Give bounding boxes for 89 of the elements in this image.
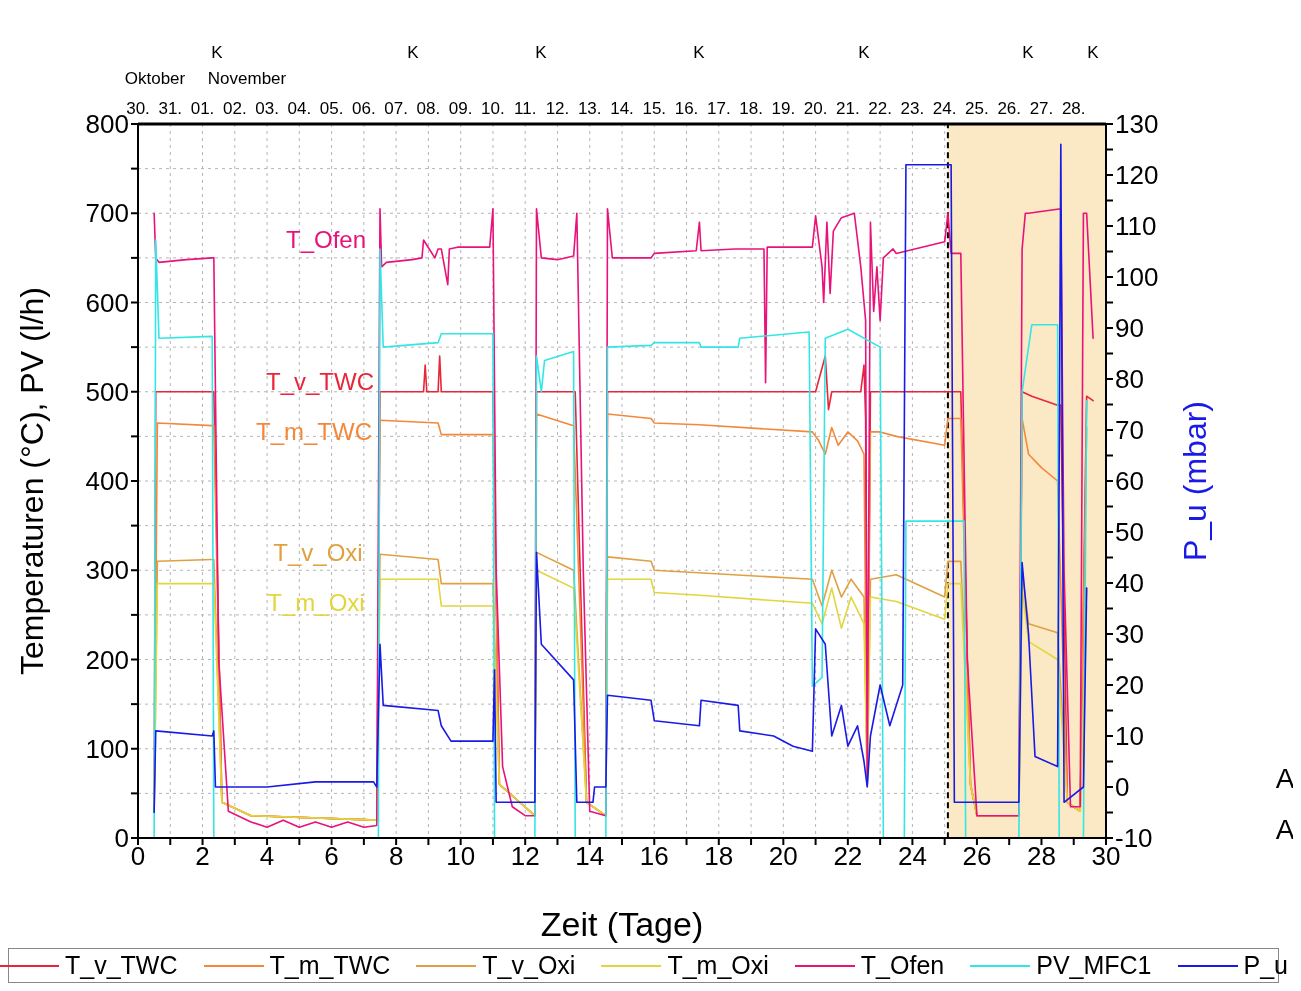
x-axis-title: Zeit (Tage) xyxy=(540,905,704,943)
x2-tick-label: 20. xyxy=(803,99,828,118)
x2-tick-label: 24. xyxy=(932,99,957,118)
y2-tick-label: 70 xyxy=(1115,415,1144,446)
y-tick-label: 500 xyxy=(85,376,129,407)
legend-label: T_m_Oxi xyxy=(667,951,769,980)
y2-tick-label: 50 xyxy=(1115,517,1144,548)
legend-label: PV_MFC1 xyxy=(1036,951,1152,980)
text: K xyxy=(535,42,548,62)
y2-tick-label: 20 xyxy=(1115,670,1144,701)
text: K xyxy=(211,42,224,62)
text: K xyxy=(693,42,706,62)
x2-tick-label: 05. xyxy=(319,99,344,118)
y-tick-label: 600 xyxy=(85,287,129,318)
x-tick-label: 28 xyxy=(1027,841,1056,872)
legend-label: P_u xyxy=(1243,951,1288,980)
x-tick-label: 20 xyxy=(768,841,798,872)
x2-tick-label: 31. xyxy=(158,99,183,118)
x2-tick-label: 14. xyxy=(610,99,634,118)
annotation: T_Ofen xyxy=(285,226,367,254)
y-tick-label: 300 xyxy=(85,555,129,586)
x-tick-label: 26 xyxy=(962,841,992,872)
x-tick-label: 14 xyxy=(575,841,605,872)
x2-tick-label: 15. xyxy=(642,99,667,118)
x2-tick-label: 13. xyxy=(577,99,602,118)
x2-tick-label: 18. xyxy=(739,99,763,118)
y2-tick-label: 90 xyxy=(1115,313,1144,344)
annotation: T_m_Oxi xyxy=(267,589,365,617)
y-tick-label: 400 xyxy=(85,466,129,497)
y2-tick-label: 10 xyxy=(1115,721,1144,752)
x-tick-label: 4 xyxy=(259,841,275,872)
text: Oktober xyxy=(124,68,186,88)
y2-axis-title: P_u (mbar) xyxy=(1177,400,1213,562)
x2-tick-label: 08. xyxy=(416,99,441,118)
annotation: T_v_TWC xyxy=(266,368,374,396)
text: K xyxy=(1087,42,1100,62)
y2-tick-label: 60 xyxy=(1115,466,1144,497)
y2-tick-label: 110 xyxy=(1115,211,1157,242)
text: November xyxy=(207,68,287,88)
x2-tick-label: 11. xyxy=(514,99,537,118)
legend-label: T_v_TWC xyxy=(65,951,178,980)
x-tick-label: 2 xyxy=(195,841,210,872)
x2-tick-label: 22. xyxy=(868,99,892,118)
y2-tick-label: 30 xyxy=(1115,619,1144,650)
x2-tick-label: 16. xyxy=(674,99,699,118)
annotation: T_m_TWC xyxy=(256,418,372,446)
y2-tick-label: 130 xyxy=(1115,109,1159,140)
x-tick-label: 6 xyxy=(324,841,339,872)
text: K xyxy=(407,42,420,62)
x2-tick-label: 01. xyxy=(190,99,215,118)
x2-tick-label: 25. xyxy=(965,99,989,118)
x2-tick-label: 07. xyxy=(384,99,408,118)
x2-tick-label: 19. xyxy=(771,99,796,118)
y2-tick-label: 120 xyxy=(1115,160,1159,191)
x2-tick-label: 04. xyxy=(287,99,312,118)
x2-tick-label: 26. xyxy=(997,99,1022,118)
legend-label: T_v_Oxi xyxy=(482,951,576,980)
x2-tick-label: 10. xyxy=(481,99,505,118)
x-tick-label: 8 xyxy=(388,841,404,872)
x2-tick-label: 30. xyxy=(126,99,150,118)
x-tick-label: 18 xyxy=(704,841,734,872)
y-tick-label: 200 xyxy=(85,644,129,675)
x2-tick-label: 03. xyxy=(255,99,279,118)
y2-tick-label: 100 xyxy=(1115,262,1159,293)
legend-label: T_m_TWC xyxy=(269,951,391,980)
y2-tick-label: 80 xyxy=(1115,364,1144,395)
x2-tick-label: 23. xyxy=(900,99,925,118)
x2-tick-label: 06. xyxy=(352,99,376,118)
x-tick-label: 24 xyxy=(897,841,927,872)
x-tick-label: 10 xyxy=(446,841,476,872)
x2-tick-label: 02. xyxy=(222,99,247,118)
x2-tick-label: 27. xyxy=(1029,99,1054,118)
text: K xyxy=(858,42,871,62)
x-tick-label: 16 xyxy=(639,841,669,872)
legend-label: T_Ofen xyxy=(860,951,945,980)
x2-tick-label: 28. xyxy=(1061,99,1086,118)
x2-tick-label: 12. xyxy=(545,99,570,118)
x2-tick-label: 17. xyxy=(706,99,731,118)
x2-tick-label: 09. xyxy=(448,99,473,118)
x-tick-label: 22 xyxy=(833,841,863,872)
text: K xyxy=(1022,42,1035,62)
x2-tick-label: 21. xyxy=(836,99,860,118)
y-axis-title: Temperaturen (°C), PV (l/h) xyxy=(14,286,50,676)
annotation: T_v_Oxi xyxy=(273,539,363,567)
y-tick-label: 700 xyxy=(85,198,129,229)
y2-tick-label: 40 xyxy=(1115,568,1144,599)
y2-tick-label: 0 xyxy=(1115,772,1130,803)
x-tick-label: 12 xyxy=(510,841,540,872)
y-tick-label: 100 xyxy=(85,733,129,764)
